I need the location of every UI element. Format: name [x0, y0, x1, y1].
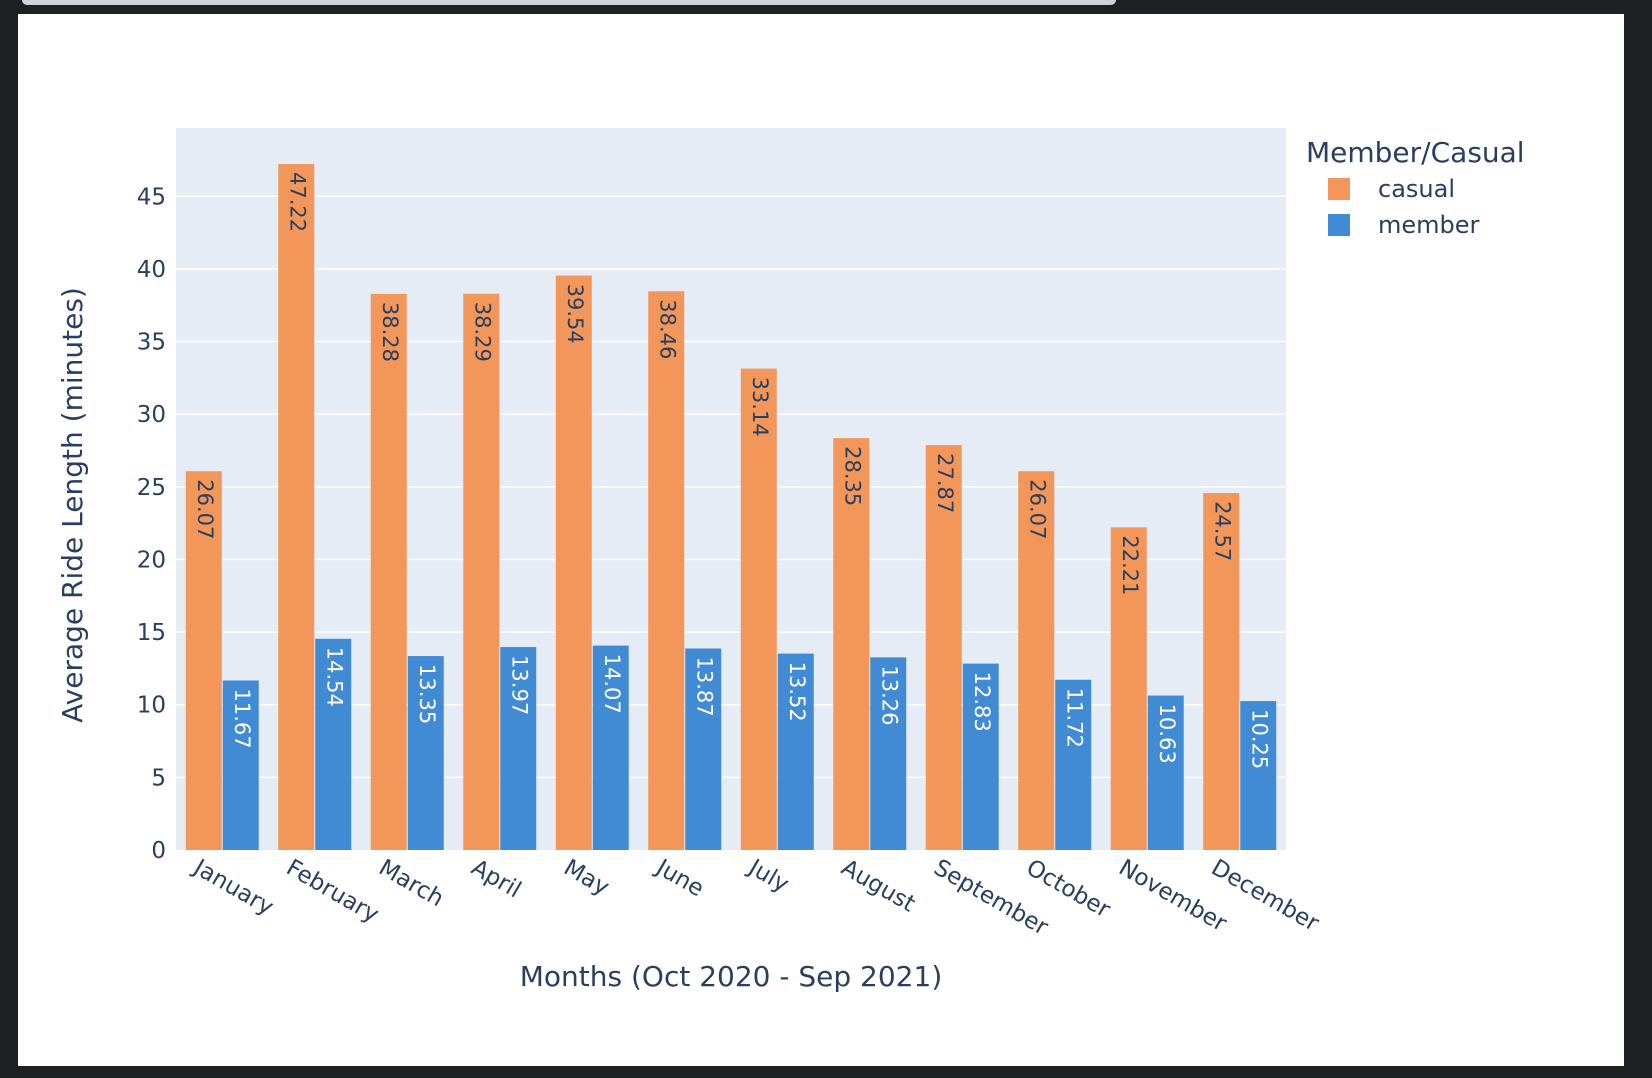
bar-value-label: 38.29 [470, 302, 494, 362]
bar-member[interactable] [1147, 695, 1184, 850]
bar-casual[interactable] [1110, 527, 1147, 850]
y-tick-label: 5 [151, 765, 166, 791]
bar-value-label: 11.72 [1062, 688, 1086, 748]
y-tick-label: 35 [137, 330, 166, 356]
window-top-strip [22, 0, 1116, 5]
y-tick-label: 10 [137, 693, 166, 719]
bar-member[interactable] [407, 656, 444, 850]
y-tick-label: 45 [137, 184, 166, 210]
bar-member[interactable] [315, 638, 352, 850]
x-tick-label: August [837, 855, 920, 918]
x-tick-label: June [650, 854, 708, 903]
bar-casual[interactable] [833, 438, 870, 850]
bar-value-label: 28.35 [840, 446, 864, 506]
bar-value-label: 26.07 [1025, 479, 1049, 539]
legend-item-member[interactable]: member [1378, 211, 1480, 239]
legend-item-casual[interactable]: casual [1378, 175, 1455, 203]
bar-member[interactable] [962, 663, 999, 850]
bar-value-label: 12.83 [970, 672, 994, 732]
bar-value-label: 13.26 [877, 665, 901, 725]
x-axis-title: Months (Oct 2020 - Sep 2021) [520, 960, 943, 993]
chart-panel: 0 5 10 15 20 25 30 35 40 45 26.07 11.67 January 47.22… [18, 14, 1624, 1066]
bar-value-label: 38.28 [378, 302, 402, 362]
bar-member[interactable] [685, 648, 722, 850]
y-tick-label: 15 [137, 620, 166, 646]
bar-member[interactable] [1055, 679, 1092, 850]
x-tick-label: March [374, 855, 448, 913]
y-tick-label: 30 [137, 402, 166, 428]
bar-casual[interactable] [1203, 493, 1240, 850]
bar-casual[interactable] [925, 445, 962, 850]
y-tick-label: 0 [151, 838, 166, 864]
bar-value-label: 22.21 [1118, 535, 1142, 595]
bar-value-label: 24.57 [1210, 501, 1234, 561]
x-tick-label: January [188, 854, 278, 921]
bar-casual[interactable] [1018, 471, 1055, 850]
bar-value-label: 33.14 [748, 377, 772, 437]
bar-member[interactable] [870, 657, 907, 850]
bar-casual[interactable] [278, 164, 315, 851]
x-tick-label: July [743, 854, 794, 898]
bar-member[interactable] [777, 653, 814, 850]
x-tick-label: April [467, 855, 526, 904]
legend-title: Member/Casual [1306, 136, 1525, 169]
bar-value-label: 13.87 [692, 657, 716, 717]
plot-area [176, 128, 1286, 850]
y-axis-title: Average Ride Length (minutes) [56, 287, 89, 723]
x-tick-label: February [282, 855, 383, 928]
x-tick-label: May [559, 855, 613, 901]
bar-value-label: 11.67 [230, 688, 254, 748]
bar-value-label: 26.07 [193, 479, 217, 539]
bar-casual[interactable] [648, 291, 685, 851]
bar-member[interactable] [222, 680, 259, 850]
bar-value-label: 10.63 [1155, 704, 1179, 764]
bar-casual[interactable] [555, 275, 592, 851]
bar-value-label: 13.35 [415, 664, 439, 724]
y-tick-label: 40 [137, 257, 166, 283]
y-tick-label: 20 [137, 547, 166, 573]
bar-casual[interactable] [185, 471, 222, 850]
bar-value-label: 13.52 [785, 662, 809, 722]
bar-member[interactable] [500, 647, 537, 850]
bar-value-label: 47.22 [285, 172, 309, 232]
legend-swatch-member[interactable] [1328, 214, 1350, 236]
legend-swatch-casual[interactable] [1328, 178, 1350, 200]
bar-value-label: 38.46 [655, 299, 679, 359]
bar-value-label: 10.25 [1247, 709, 1271, 769]
bar-member[interactable] [1240, 701, 1277, 850]
bar-casual[interactable] [463, 293, 500, 850]
bar-value-label: 27.87 [933, 453, 957, 513]
bar-casual[interactable] [370, 293, 407, 850]
bar-value-label: 14.54 [322, 647, 346, 707]
bar-member[interactable] [592, 645, 629, 850]
bar-casual[interactable] [740, 368, 777, 850]
bar-chart: 0 5 10 15 20 25 30 35 40 45 26.07 11.67 January 47.22… [56, 128, 1525, 993]
bar-value-label: 39.54 [563, 284, 587, 344]
bar-value-label: 14.07 [600, 654, 624, 714]
bar-value-label: 13.97 [507, 655, 531, 715]
y-tick-label: 25 [137, 475, 166, 501]
